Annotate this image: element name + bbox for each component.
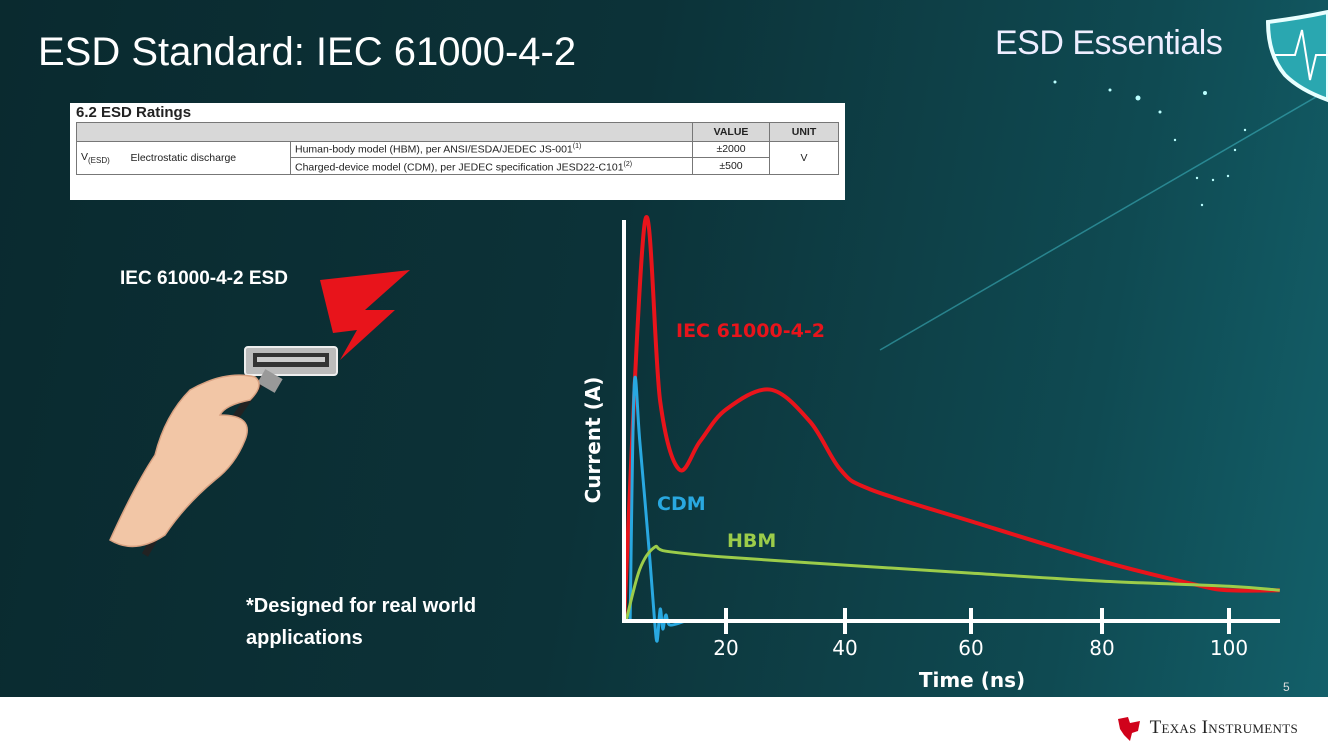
series-line-cdm — [628, 375, 686, 643]
series-line-hbm — [624, 544, 1280, 622]
x-ticks — [724, 608, 1231, 634]
header-value: VALUE — [692, 122, 770, 142]
series-label-iec: IEC 61000-4-2 — [676, 320, 825, 342]
ti-state-logo-icon — [1117, 717, 1140, 741]
header-unit: UNIT — [769, 122, 839, 142]
background-decoration — [879, 9, 1328, 351]
series-layer — [622, 215, 1280, 643]
header-blank — [76, 122, 693, 142]
x-tick-label: 60 — [958, 636, 983, 660]
x-tick-label: 100 — [1210, 636, 1248, 660]
symbol: V — [81, 150, 89, 163]
hand-hdmi-illustration — [109, 270, 410, 557]
hdmi-connector-icon — [244, 346, 338, 393]
table-header-row: VALUE UNIT — [76, 122, 839, 142]
series-label-hbm: HBM — [727, 530, 776, 552]
footnote-ref: (2) — [623, 160, 633, 168]
slide-title: ESD Standard: IEC 61000-4-2 — [38, 30, 577, 74]
real-world-note: *Designed for real world applications — [246, 595, 477, 649]
y-axis-label: Current (A) — [581, 377, 605, 504]
lightning-bolt-icon — [320, 270, 410, 360]
symbol-cell: V(ESD) — [76, 141, 127, 175]
star-dots — [1053, 80, 1247, 207]
x-tick-label: 80 — [1089, 636, 1114, 660]
x-tick-label: 40 — [832, 636, 857, 660]
condition-text: Human-body model (HBM), per ANSI/ESDA/JE… — [295, 143, 573, 156]
parameter-cell: Electrostatic discharge — [126, 141, 291, 175]
value-cell: ±500 — [692, 156, 770, 175]
ti-logo: Texas Instruments — [1114, 713, 1298, 743]
table-row: Charged-device model (CDM), per JEDEC sp… — [77, 156, 839, 175]
footer-bar: Texas Instruments — [0, 697, 1328, 746]
footnote-ref: (1) — [572, 143, 582, 150]
page-number: 5 — [1283, 680, 1290, 694]
series-label-cdm: CDM — [657, 493, 706, 515]
table-title: 6.2 ESD Ratings — [76, 104, 192, 121]
series-line-iec-61000-4-2 — [622, 215, 1280, 622]
symbol-subscript: (ESD) — [88, 156, 110, 166]
hand — [109, 374, 260, 548]
table-row: V(ESD) Electrostatic discharge Human-bod… — [76, 141, 839, 175]
unit-cell: V — [769, 141, 839, 175]
x-axis-label: Time (ns) — [919, 668, 1025, 692]
brand-title: ESD Essentials — [995, 24, 1223, 62]
shield-heartbeat-icon — [1265, 9, 1328, 103]
condition-text: Charged-device model (CDM), per JEDEC sp… — [295, 161, 624, 173]
condition-cell: Charged-device model (CDM), per JEDEC sp… — [290, 156, 693, 175]
esd-ratings-table: 6.2 ESD Ratings VALUE UNIT V(ESD) Electr… — [70, 103, 845, 200]
x-tick-label: 20 — [713, 636, 738, 660]
esd-waveform-chart: 20 40 60 80 100 Time (ns) Current (A) IE… — [581, 215, 1280, 692]
iec-esd-label: IEC 61000-4-2 ESD — [120, 268, 288, 289]
light-streak — [879, 89, 1328, 351]
ti-wordmark: Texas Instruments — [1149, 717, 1298, 738]
